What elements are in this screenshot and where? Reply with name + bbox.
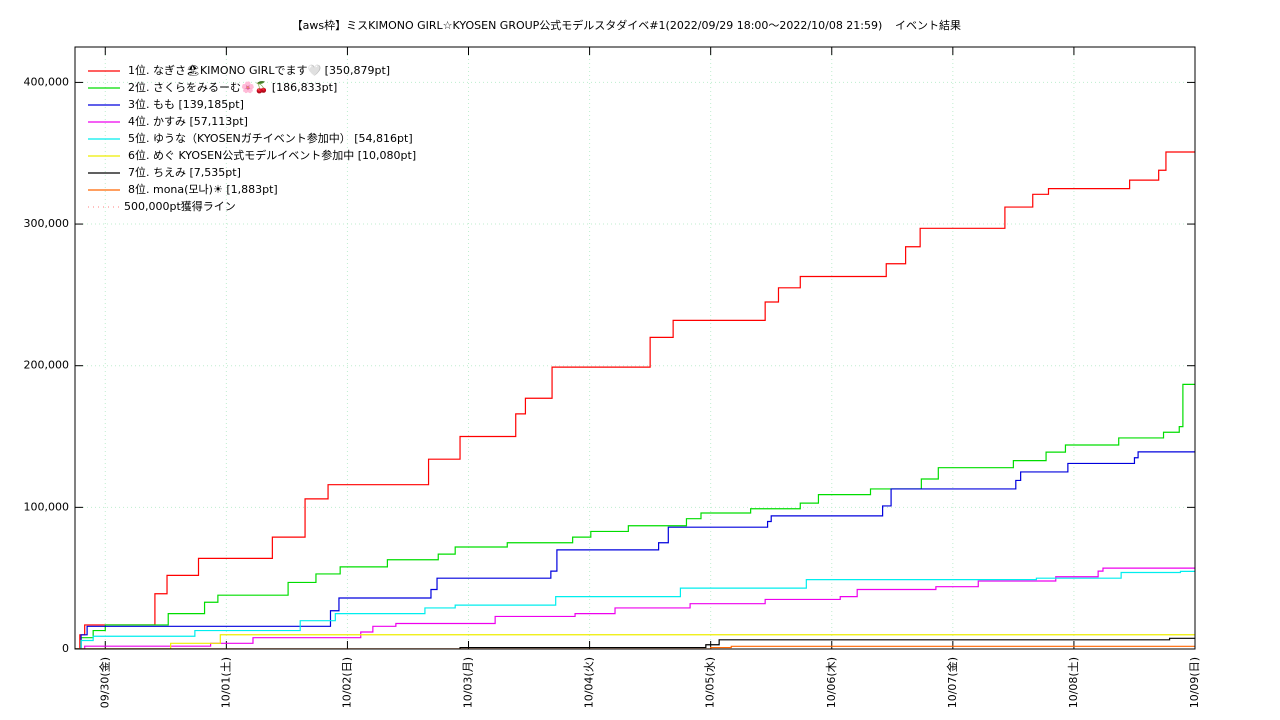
chart-title: 【aws枠】ミスKIMONO GIRL☆KYOSEN GROUP公式モデルスタダ… [292, 18, 883, 32]
series-line [75, 567, 1195, 649]
legend-label: 6位. めぐ KYOSEN公式モデルイベント参加中 [10,080pt] [128, 148, 416, 162]
x-tick-label: 10/07(金) [945, 657, 959, 708]
x-tick-label: 10/09(日) [1188, 657, 1201, 708]
legend-label: 1位. なぎさ🏖KIMONO GIRLでます🤍 [350,879pt] [128, 63, 390, 77]
series-line [75, 570, 1195, 649]
x-tick-label: 10/02(日) [340, 657, 353, 708]
legend-label: 4位. かすみ [57,113pt] [128, 114, 248, 128]
legend-label: 3位. もも [139,185pt] [128, 97, 244, 111]
x-tick-label: 10/01(土) [219, 657, 232, 708]
x-tick-label: 10/04(火) [583, 657, 596, 708]
x-tick-label: 10/05(水) [704, 657, 717, 708]
series-line [75, 637, 1195, 649]
legend-label: 8位. mona(모나)☀ [1,883pt] [128, 182, 278, 196]
series-line [75, 151, 1195, 649]
y-tick-label: 200,000 [24, 359, 70, 372]
series-line [75, 645, 1195, 649]
x-tick-label: 10/06(木) [825, 657, 838, 708]
legend-label: 2位. さくらをみるーむ🌸🍒 [186,833pt] [128, 80, 337, 94]
legend-label: 7位. ちえみ [7,535pt] [128, 165, 241, 179]
y-tick-label: 100,000 [24, 500, 70, 513]
chart-subtitle: イベント結果 [895, 18, 961, 32]
legend-label: 500,000pt獲得ライン [124, 200, 236, 213]
x-tick-label: 09/30(金) [97, 657, 111, 708]
y-tick-label: 300,000 [24, 217, 70, 230]
x-tick-label: 10/03(月) [462, 657, 475, 708]
plot-area [75, 151, 1195, 649]
plot-frame [74, 46, 1196, 650]
series-line [75, 383, 1195, 649]
series-line [75, 451, 1195, 649]
series-line [75, 634, 1195, 649]
y-tick-label: 0 [62, 642, 69, 655]
y-tick-label: 400,000 [24, 75, 70, 88]
x-tick-label: 10/08(土) [1067, 657, 1080, 708]
legend-label: 5位. ゆうな（KYOSENガチイベント参加中） [54,816pt] [128, 131, 413, 145]
